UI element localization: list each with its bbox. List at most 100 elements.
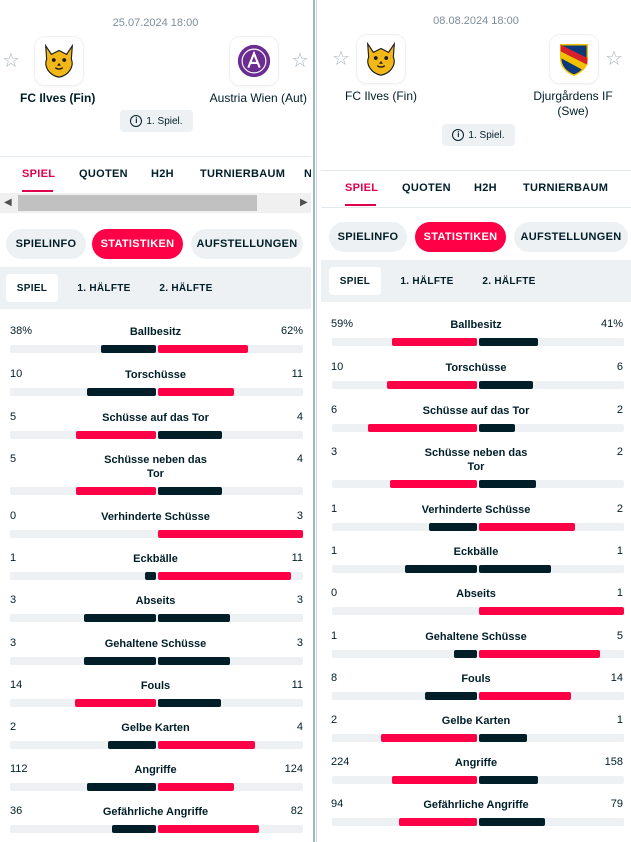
stat-away-value: 41%: [600, 318, 623, 330]
subtab-statistiken[interactable]: STATISTIKEN: [92, 229, 183, 259]
stat-home-bar: [429, 523, 477, 531]
stat-away-value: 2: [616, 503, 623, 515]
period-spiel[interactable]: SPIEL: [6, 274, 58, 302]
stat-away-value: 79: [610, 798, 623, 810]
stat-row: 5 Schüsse auf das Tor 4: [0, 411, 311, 441]
period-tabs: SPIEL 1. HÄLFTE 2. HÄLFTE: [0, 267, 311, 309]
tab-turnierbaum[interactable]: TURNIERBAUM: [200, 168, 286, 180]
stat-home-value: 1: [331, 503, 338, 515]
stat-home-value: 1: [10, 552, 17, 564]
home-team-logo[interactable]: [35, 37, 83, 85]
stat-home-value: 112: [10, 763, 28, 775]
stat-category-label: Eckbälle: [133, 553, 178, 565]
scroll-right-arrow-icon[interactable]: ▶: [300, 197, 308, 208]
away-team-logo[interactable]: [550, 35, 598, 83]
match-info-text: 1. Spiel.: [468, 129, 505, 141]
stat-bar-track: [10, 783, 303, 791]
stat-home-value: 5: [10, 411, 17, 423]
stat-away-bar: [479, 523, 575, 531]
period-first-half[interactable]: 1. HÄLFTE: [77, 282, 131, 294]
horizontal-scrollbar[interactable]: ◀ ▶: [0, 193, 311, 213]
stat-bar-track: [10, 388, 303, 396]
period-first-half[interactable]: 1. HÄLFTE: [400, 275, 454, 287]
stat-away-value: 62%: [280, 325, 303, 337]
tab-spiel[interactable]: SPIEL: [345, 182, 379, 194]
stat-category-label: Gehaltene Schüsse: [104, 638, 207, 650]
stat-home-value: 3: [10, 594, 17, 606]
tab-spiel[interactable]: SPIEL: [22, 168, 56, 180]
favorite-home-star-icon[interactable]: ☆: [2, 50, 20, 72]
scrollbar-thumb[interactable]: [18, 195, 257, 211]
stat-row: 224 Angriffe 158: [321, 756, 631, 786]
home-team-name[interactable]: FC Ilves (Fin): [345, 89, 417, 103]
match-datetime: 25.07.2024 18:00: [112, 17, 199, 29]
stat-away-value: 3: [296, 637, 303, 649]
scroll-left-arrow-icon[interactable]: ◀: [4, 197, 12, 208]
stat-away-bar: [157, 431, 222, 439]
stat-home-bar: [392, 338, 477, 346]
away-team-name[interactable]: Djurgårdens IF (Swe): [533, 89, 613, 118]
tab-h2h[interactable]: H2H: [151, 168, 174, 180]
stat-away-value: 6: [616, 361, 623, 373]
stat-row: 3 Schüsse neben das Tor 2: [321, 446, 631, 488]
stat-away-bar: [479, 607, 624, 615]
away-team-logo[interactable]: [230, 37, 278, 85]
favorite-away-star-icon[interactable]: ☆: [291, 50, 309, 72]
stat-away-bar: [157, 572, 291, 580]
period-spiel[interactable]: SPIEL: [329, 267, 381, 295]
tabs-bottom-line: [321, 207, 631, 208]
tab-turnierbaum[interactable]: TURNIERBAUM: [523, 182, 609, 194]
stat-row: 3 Abseits 3: [0, 594, 311, 624]
stat-away-bar: [479, 776, 538, 784]
subtab-aufstellungen[interactable]: AUFSTELLUNGEN: [191, 229, 303, 259]
favorite-away-star-icon[interactable]: ☆: [605, 48, 623, 70]
subtab-spielinfo[interactable]: SPIELINFO: [6, 229, 86, 259]
home-team-logo[interactable]: [357, 35, 405, 83]
stat-bar-track: [10, 431, 303, 439]
stat-home-bar: [83, 614, 156, 622]
stat-home-value: 0: [331, 587, 338, 599]
stat-bar-track: [10, 487, 303, 495]
stat-category-label: Gefährliche Angriffe: [423, 799, 529, 811]
stat-home-value: 6: [331, 404, 338, 416]
stat-row: 1 Verhinderte Schüsse 2: [321, 503, 631, 533]
stat-row: 2 Gelbe Karten 4: [0, 721, 311, 751]
stat-bar-track: [332, 480, 624, 488]
subtab-spielinfo[interactable]: SPIELINFO: [329, 222, 407, 252]
split-divider[interactable]: [311, 0, 321, 842]
stat-home-bar: [392, 776, 477, 784]
tab-next-truncated[interactable]: N: [304, 168, 311, 180]
stat-category-label: Gehaltene Schüsse: [425, 631, 527, 643]
subtab-aufstellungen[interactable]: AUFSTELLUNGEN: [514, 222, 628, 252]
tab-quoten[interactable]: QUOTEN: [79, 168, 128, 180]
austria-wien-logo-icon: [237, 44, 271, 78]
stat-away-bar: [157, 487, 222, 495]
period-second-half[interactable]: 2. HÄLFTE: [482, 275, 536, 287]
stat-bar-track: [332, 650, 624, 658]
stat-home-bar: [390, 480, 477, 488]
stat-away-bar: [479, 650, 600, 658]
stat-row: 3 Gehaltene Schüsse 3: [0, 637, 311, 667]
stat-away-bar: [479, 338, 538, 346]
stat-category-label: Fouls: [140, 680, 171, 692]
stat-row: 6 Schüsse auf das Tor 2: [321, 404, 631, 434]
stat-home-value: 38%: [10, 325, 33, 337]
away-team-name[interactable]: Austria Wien (Aut): [209, 91, 307, 105]
tabs-top-line: [321, 170, 631, 171]
active-tab-underline: [345, 204, 376, 206]
stat-home-value: 36: [10, 805, 23, 817]
subtab-statistiken[interactable]: STATISTIKEN: [415, 222, 506, 252]
period-second-half[interactable]: 2. HÄLFTE: [159, 282, 213, 294]
home-team-name[interactable]: FC Ilves (Fin): [20, 91, 96, 105]
stat-away-bar: [479, 692, 571, 700]
stat-home-value: 1: [331, 630, 338, 642]
stat-bar-track: [10, 345, 303, 353]
stat-home-value: 3: [10, 637, 17, 649]
stat-away-bar: [479, 565, 551, 573]
stat-home-bar: [74, 699, 156, 707]
favorite-home-star-icon[interactable]: ☆: [332, 48, 350, 70]
stat-bar-track: [332, 338, 624, 346]
tab-quoten[interactable]: QUOTEN: [402, 182, 451, 194]
tab-h2h[interactable]: H2H: [474, 182, 497, 194]
stat-away-value: 11: [291, 368, 303, 380]
